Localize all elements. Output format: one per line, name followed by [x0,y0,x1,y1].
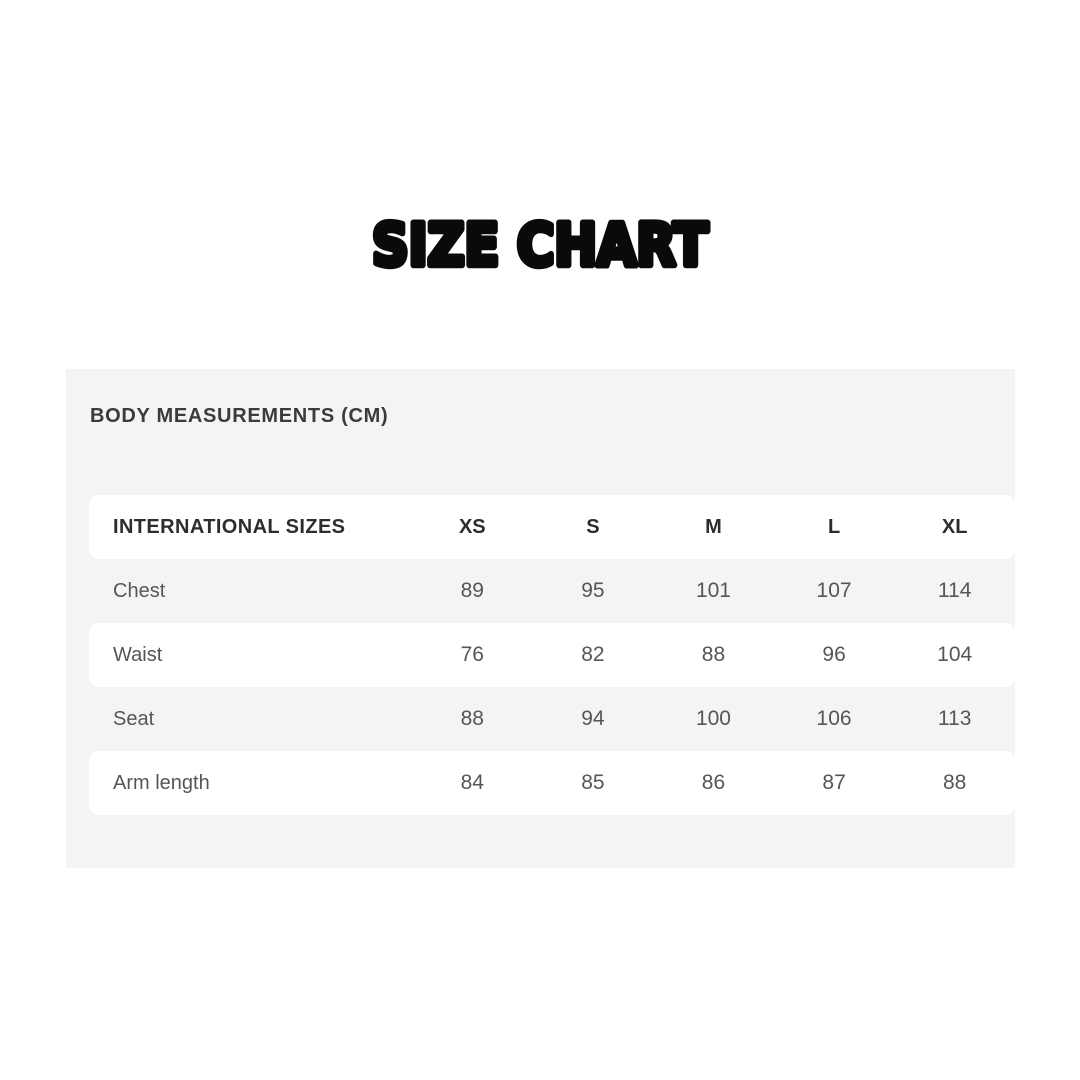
value-cell: 95 [581,579,605,602]
value-cell: 94 [581,707,605,730]
row-label: Chest [113,579,166,602]
column-header-s: S [586,515,600,538]
value-cell: 104 [937,643,973,666]
column-header-xs: XS [458,515,486,538]
value-cell: 89 [460,579,484,602]
value-cell: 86 [701,771,726,794]
value-cell: 82 [581,643,605,666]
column-header-xl: XL [941,515,968,538]
size-chart-panel: BODY MEASUREMENTS (CM) INTERNATIONAL SIZ… [66,369,1015,868]
size-table: INTERNATIONAL SIZES XS S M L XL Chest 89… [89,495,1015,815]
value-cell: 107 [816,579,852,602]
column-header-l: L [827,515,841,538]
row-label: Arm length [113,771,210,794]
table-row-arm-length: Arm length 84 85 86 87 88 [89,751,1015,815]
panel-heading: BODY MEASUREMENTS (CM) [90,405,389,427]
value-cell: 96 [822,643,846,666]
table-row-chest: Chest 89 95 101 107 114 [89,559,1015,623]
value-cell: 106 [816,707,852,730]
page-title-text: SIZE CHART [372,211,708,279]
row-label: Seat [113,707,155,730]
row-label: Waist [113,643,163,666]
column-header-m: M [705,515,722,538]
value-cell: 87 [822,771,846,794]
value-cell: 88 [460,707,484,730]
column-header-label: INTERNATIONAL SIZES [113,515,346,538]
page-title: SIZE CHART [369,208,712,283]
value-cell: 114 [937,579,972,602]
table-row-seat: Seat 88 94 100 106 113 [89,687,1015,751]
value-cell: 85 [581,771,605,794]
table-header-row: INTERNATIONAL SIZES XS S M L XL [89,495,1015,559]
value-cell: 100 [695,707,731,730]
table-row-waist: Waist 76 82 88 96 104 [89,623,1015,687]
value-cell: 84 [460,771,484,794]
value-cell: 88 [942,771,967,794]
value-cell: 101 [695,579,731,602]
value-cell: 76 [460,643,484,666]
value-cell: 113 [937,707,972,730]
value-cell: 88 [701,643,726,666]
